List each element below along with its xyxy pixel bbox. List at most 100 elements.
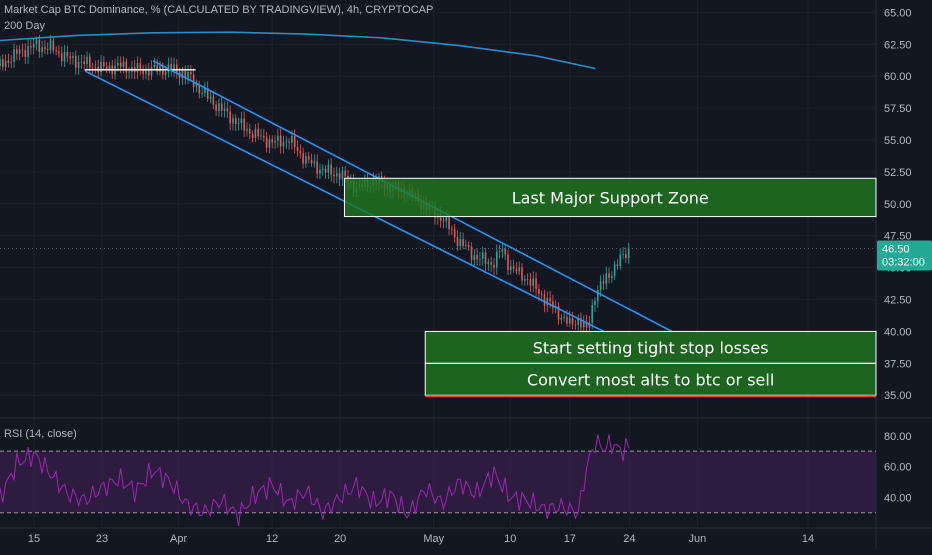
candle-body [251,133,254,138]
candle-body [619,254,622,267]
ma-200-line [0,31,596,70]
candle-body [18,49,21,54]
candle-body [274,140,276,143]
price-badge-countdown: 03:32:00 [882,256,925,268]
candle-body [232,118,234,124]
annotation-label: Convert most alts to btc or sell [527,370,774,389]
candle-body [142,68,144,74]
candle-body [74,55,77,68]
price-axis: 65.00 62.50 60.00 57.50 55.00 52.50 50.00 47.50… [28,7,932,545]
candle-body [599,281,602,291]
candle-body [173,64,175,71]
candle-body [330,164,332,175]
y-tick-label: 40.00 [884,326,912,338]
candle-body [60,53,63,62]
candle-body [566,316,568,324]
candle-body [13,49,15,62]
annotation-label: Last Major Support Zone [512,188,709,207]
candle-body [529,279,532,286]
candle-body [237,123,240,124]
candle-body [86,56,88,65]
candle-body [243,118,245,131]
x-tick-label: Jun [689,533,707,545]
candle-body [176,64,178,72]
candle-body [52,40,55,51]
chart-title: Market Cap BTC Dominance, % (CALCULATED … [4,4,434,16]
annotation-zone [424,362,877,396]
candle-body [473,255,476,260]
x-tick-label: 17 [564,533,576,545]
candle-body [310,159,313,164]
candle-body [139,63,142,69]
candle-body [324,168,327,173]
rsi-legend-label: RSI (14, close) [4,428,77,440]
candle-body [470,246,473,260]
ma-legend-label: 200 Day [4,20,45,32]
candle-body [285,141,288,143]
candle-body [153,64,156,67]
candle-body [83,61,85,65]
candle-body [35,40,38,44]
price-pane [0,31,673,335]
annotation-zone [343,177,877,218]
candle-body [557,306,560,320]
candle-body [512,266,515,269]
candle-body [122,61,125,67]
candle-body [119,62,122,67]
candle-body [55,50,57,52]
y-tick-label: 55.00 [884,135,912,147]
candle-body [498,251,501,253]
annotation-label: Start setting tight stop losses [533,338,769,357]
candle-body [495,251,498,268]
candle-body [257,128,260,137]
y-tick-label: 62.50 [884,39,912,51]
candle-body [518,267,521,272]
candle-body [271,139,274,143]
candle-body [467,245,470,247]
candle-body [246,128,248,131]
candle-body [184,71,187,78]
candle-body [552,301,554,308]
candle-body [125,61,128,73]
candle-body [465,245,467,247]
x-tick-label: 15 [28,533,40,545]
candle-body [335,173,338,177]
x-tick-label: 14 [802,533,814,545]
candle-body [305,156,307,164]
candle-body [66,51,69,57]
candle-body [190,71,192,75]
candle-body [484,252,487,264]
candle-body [588,322,591,328]
candle-body [49,40,52,50]
candle-body [580,317,582,328]
candle-body [32,43,35,48]
candle-body [80,61,83,63]
candle-body [206,88,209,99]
candle-body [560,317,563,320]
candle-body [299,150,302,154]
candle-body [4,60,7,68]
candle-body [507,254,509,271]
candle-body [448,216,450,229]
x-tick-label: 23 [96,533,108,545]
candle-body [538,288,540,294]
candle-body [549,297,551,302]
candle-body [577,317,579,325]
rsi-line [0,434,630,527]
x-tick-label: May [423,533,444,545]
rsi-tick-label: 40.00 [884,492,912,504]
candle-body [459,239,462,247]
candle-body [282,141,285,147]
candle-body [164,71,167,75]
candle-body [108,65,111,70]
y-tick-label: 37.50 [884,358,912,370]
price-badge [877,240,932,271]
candle-body [265,137,268,148]
candle-body [462,239,464,247]
candle-body [10,61,13,63]
candle-body [476,255,478,260]
candle-body [442,220,445,222]
candle-body [46,48,49,50]
